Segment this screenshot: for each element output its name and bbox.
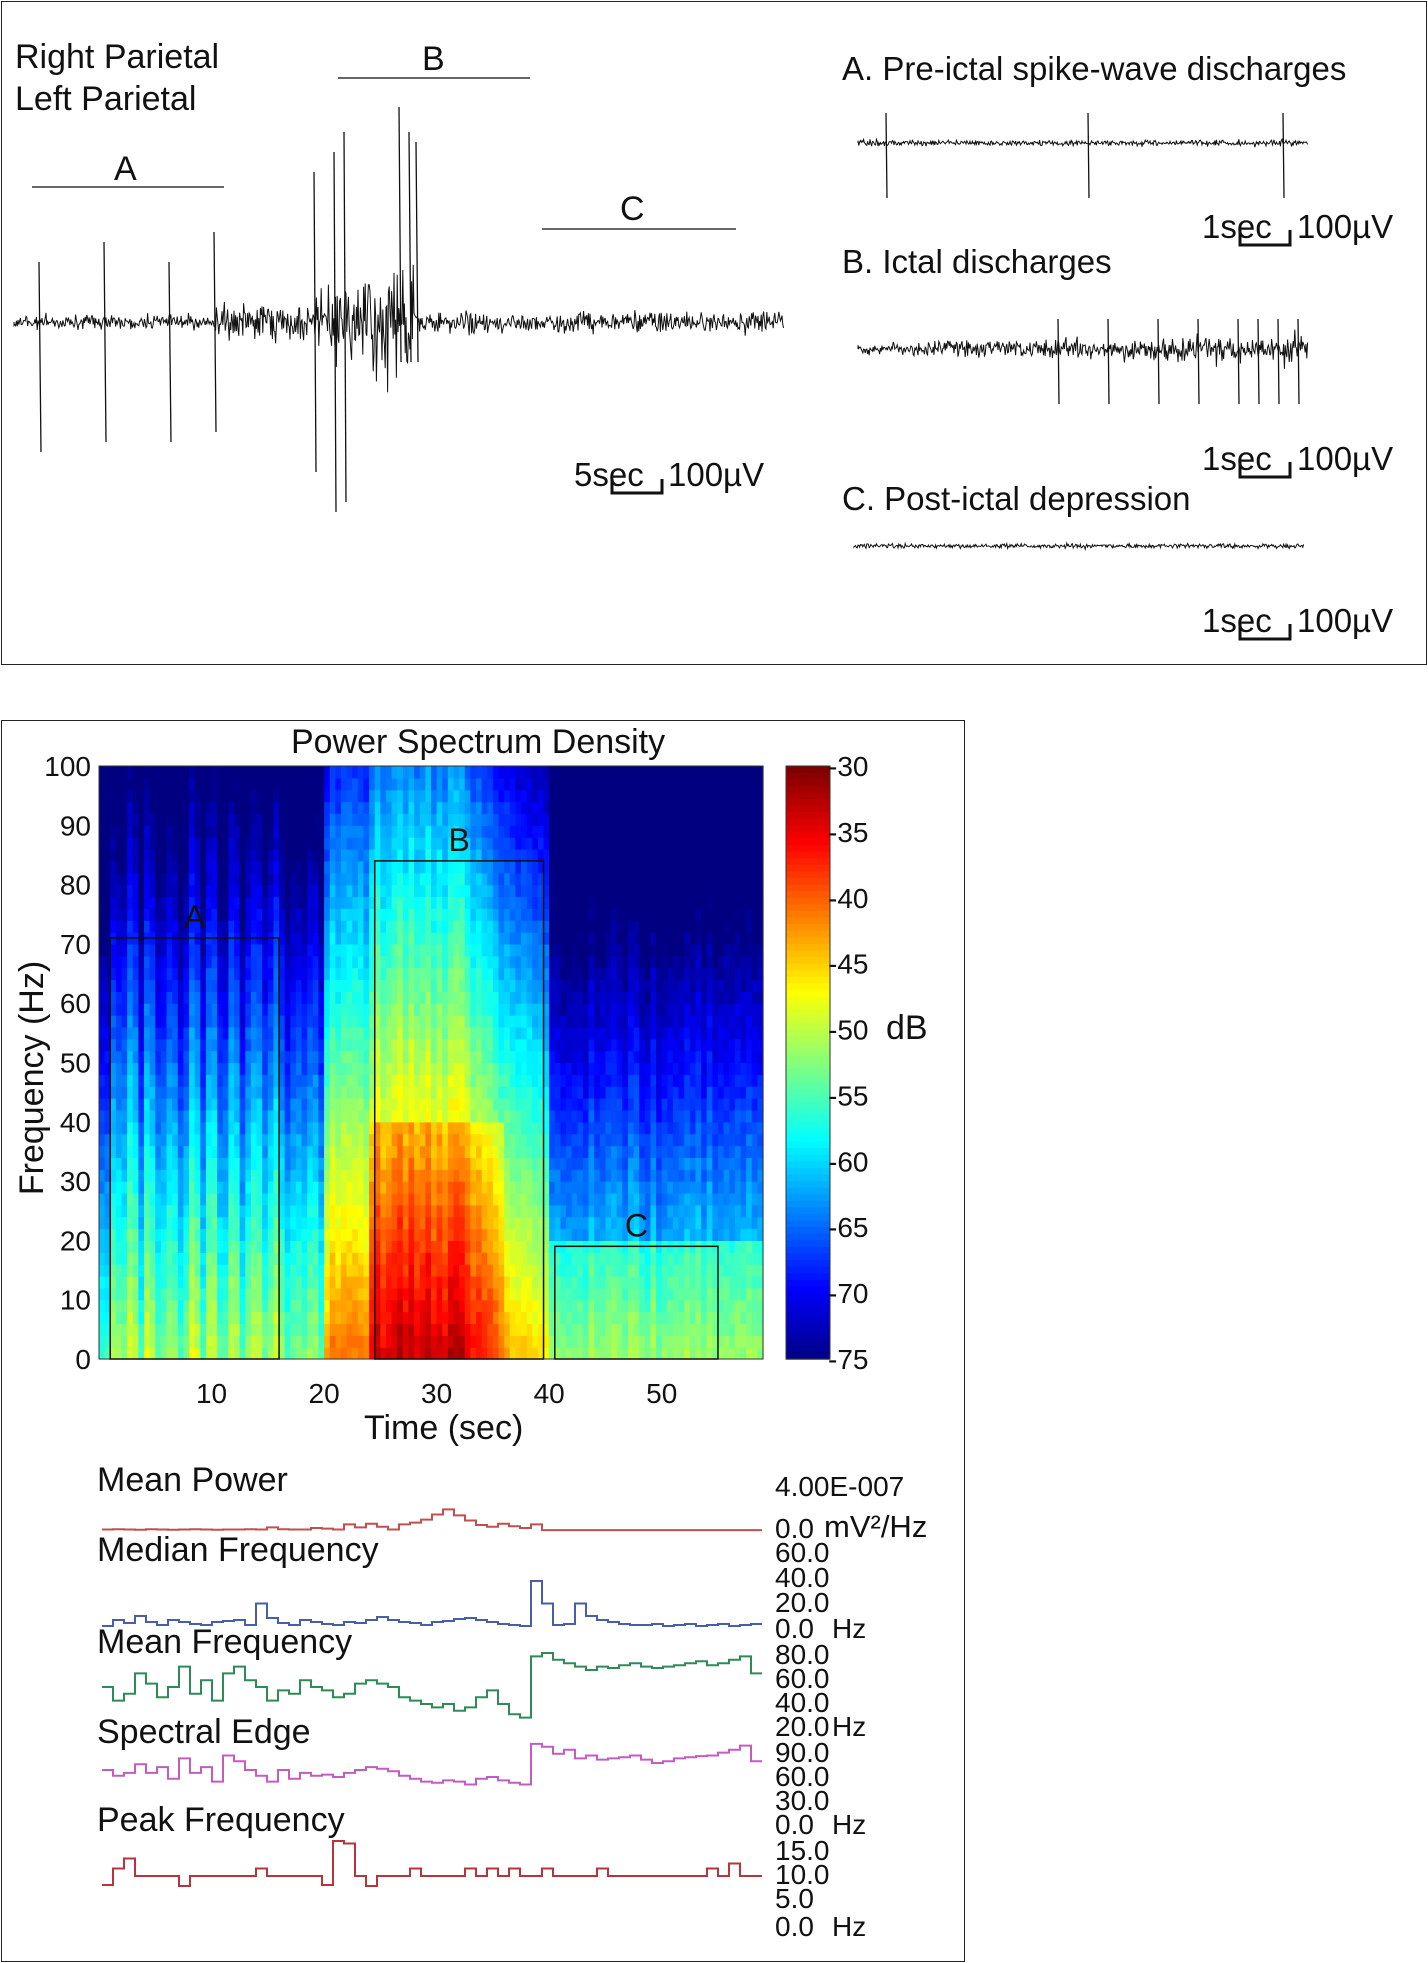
psd-region-box-c [554,1245,719,1360]
spectral-edge-unit: Hz [832,1809,867,1840]
psd-xlabel: Time (sec) [364,1409,524,1447]
colorbar-tick-60: -60 [828,1146,868,1177]
peak-frequency-trace [102,1840,762,1887]
mean-frequency-tick-0: 80.0 [775,1639,830,1670]
mean-power-trace [102,1508,762,1532]
spectral-edge-tick-0: 90.0 [775,1737,830,1768]
mean-frequency-unit: Hz [832,1711,867,1742]
psd-xtick-10: 10 [196,1378,227,1409]
mean-frequency-title: Mean Frequency [97,1623,353,1661]
mean-frequency-tick-2: 40.0 [775,1687,830,1718]
psd-region-box-a [109,937,280,1360]
colorbar-tick-50: -50 [828,1015,868,1046]
psd-ytick-60: 60 [60,988,91,1019]
psd-xtick-20: 20 [309,1378,340,1409]
psd-ylabel: Frequency (Hz) [13,960,51,1196]
spectral-edge-tick-3: 0.0 [775,1809,814,1840]
main-scale-amp: 100µV [668,456,765,493]
inset-b-scale-time: 1sec [1202,440,1272,477]
peak-frequency-tick-0: 15.0 [775,1835,830,1866]
segment-label-b: B [422,40,445,78]
mean-frequency-tick-3: 20.0 [775,1711,830,1742]
spectral-edge-tick-2: 30.0 [775,1785,830,1816]
psd-region-label-c: C [625,1207,648,1243]
colorbar-tick-75: -75 [828,1344,868,1375]
colorbar-tick-45: -45 [828,949,868,980]
median-frequency-title: Median Frequency [97,1531,379,1569]
psd-ytick-100: 100 [44,751,91,782]
main-scale-time: 5sec [574,456,644,493]
peak-frequency-tick-2: 5.0 [775,1883,814,1914]
channel-label-right-parietal: Right Parietal [15,38,220,76]
psd-region-box-b [373,860,545,1360]
segment-label-c: C [620,190,645,228]
psd-ytick-20: 20 [60,1225,91,1256]
psd-ytick-30: 30 [60,1166,91,1197]
peak-frequency-title: Peak Frequency [97,1801,345,1839]
peak-frequency-tick-3: 0.0 [775,1911,814,1942]
inset-b-trace [857,318,1309,405]
heatmap-cells [99,766,764,1360]
psd-ytick-50: 50 [60,1048,91,1079]
mean-frequency-trace [102,1652,762,1719]
colorbar-tick-65: -65 [828,1212,868,1243]
inset-a-scale-amp: 100µV [1297,208,1394,245]
spectral-analysis-panel: Power Spectrum Density A B C 0 10 20 30 40 50 60 7… [1,720,965,1962]
mean-frequency-tick-1: 60.0 [775,1663,830,1694]
psd-ytick-40: 40 [60,1107,91,1138]
colorbar-tick-55: -55 [828,1080,868,1111]
psd-ytick-10: 10 [60,1285,91,1316]
peak-frequency-unit: Hz [832,1911,867,1942]
mean-power-tick-min: 0.0 [775,1513,814,1544]
eeg-trace-panel: Right Parietal Left Parietal A B C 5sec … [1,1,1427,665]
inset-c-scale-time: 1sec [1202,602,1272,639]
spectral-edge-tick-1: 60.0 [775,1761,830,1792]
median-frequency-tick-2: 20.0 [775,1587,830,1618]
mean-power-title: Mean Power [97,1461,288,1499]
colorbar [785,765,831,1360]
median-frequency-tick-1: 40.0 [775,1562,830,1593]
colorbar-tick-70: -70 [828,1278,868,1309]
psd-region-label-b: B [448,822,469,858]
inset-c-scale-amp: 100µV [1297,602,1394,639]
psd-heatmap: A B C 0 10 20 30 40 50 60 70 80 90 100 10 20 30 40 50 -30 -3… [44,751,868,1409]
psd-ytick-70: 70 [60,929,91,960]
median-frequency-tick-0: 60.0 [775,1537,830,1568]
inset-c-title: C. Post-ictal depression [842,480,1191,517]
peak-frequency-tick-1: 10.0 [775,1859,830,1890]
psd-ytick-90: 90 [60,810,91,841]
inset-a-trace [857,112,1309,199]
psd-xtick-40: 40 [534,1378,565,1409]
feature-traces [102,1508,762,1887]
colorbar-unit: dB [886,1009,928,1047]
psd-xtick-50: 50 [646,1378,677,1409]
spectral-edge-title: Spectral Edge [97,1713,311,1751]
median-frequency-tick-3: 0.0 [775,1613,814,1644]
mean-power-unit: mV²/Hz [824,1509,928,1544]
colorbar-tick-30: -30 [828,751,868,782]
eeg-main-trace [13,106,785,513]
median-frequency-trace [102,1580,762,1627]
spectral-edge-trace [102,1742,762,1786]
segment-marker-lines [32,77,1292,641]
mean-power-tick-max: 4.00E-007 [775,1471,905,1502]
psd-ytick-80: 80 [60,870,91,901]
channel-label-left-parietal: Left Parietal [15,80,197,118]
psd-xtick-30: 30 [421,1378,452,1409]
colorbar-tick-40: -40 [828,883,868,914]
inset-a-title: A. Pre-ictal spike-wave discharges [842,50,1347,87]
colorbar-tick-35: -35 [828,817,868,848]
psd-title: Power Spectrum Density [291,723,666,761]
segment-label-a: A [114,150,137,188]
psd-ytick-0: 0 [75,1344,91,1375]
inset-b-title: B. Ictal discharges [842,243,1112,280]
inset-a-scale-time: 1sec [1202,208,1272,245]
psd-region-label-a: A [184,899,206,935]
inset-b-scale-amp: 100µV [1297,440,1394,477]
median-frequency-unit: Hz [832,1613,867,1644]
inset-c-trace [853,541,1305,551]
